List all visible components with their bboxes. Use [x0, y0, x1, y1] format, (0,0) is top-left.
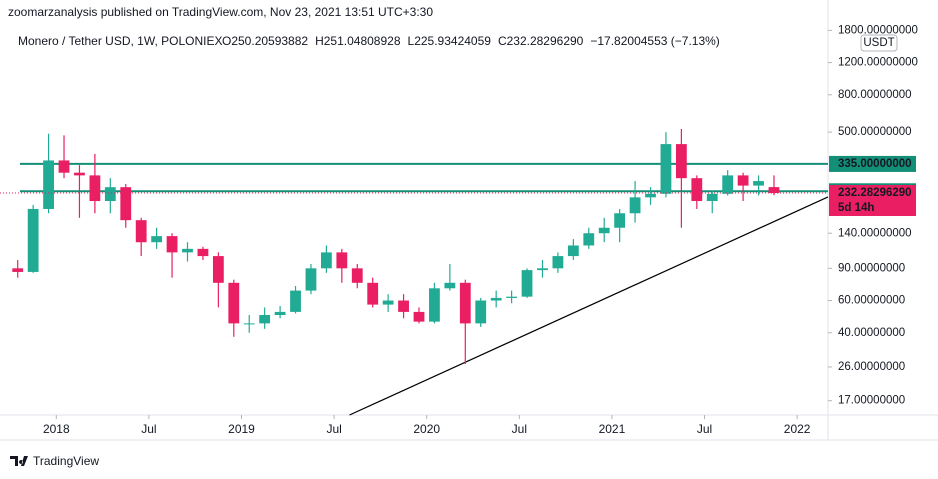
brand: TradingView — [33, 454, 99, 468]
candle-body — [660, 144, 672, 194]
candle-body — [104, 187, 116, 202]
y-tick-label: 1200.00000000 — [838, 57, 918, 69]
candle-body — [228, 282, 240, 324]
candle-body — [398, 300, 409, 312]
x-tick-label: Jul — [512, 422, 527, 436]
candle-body — [429, 288, 440, 322]
candle-body — [197, 248, 209, 257]
y-tick-label: 60.00000000 — [838, 295, 905, 307]
candle-body — [89, 175, 101, 202]
y-tick-label: 90.00000000 — [838, 262, 905, 274]
y-tick-label: 500.00000000 — [838, 126, 912, 138]
candle-body — [382, 300, 394, 305]
candle-body — [212, 256, 224, 283]
ohlc-value: C232.28296290 — [498, 34, 584, 48]
y-tick-label: 40.00000000 — [838, 327, 905, 339]
countdown: 5d 14h — [838, 202, 874, 214]
candle-body — [290, 290, 301, 312]
candle-body — [166, 236, 178, 253]
last-price: 232.28296290 — [838, 187, 912, 199]
y-tick-label: 26.00000000 — [838, 361, 905, 373]
hline-label-bg — [829, 155, 916, 172]
candle-body — [58, 160, 70, 173]
symbol: Monero / Tether USD, 1W, POLONIEX — [18, 34, 223, 48]
y-tick-label: 1800.00000000 — [838, 24, 918, 36]
candle-body — [151, 236, 163, 243]
candle-body — [706, 193, 718, 202]
candle-body — [413, 311, 425, 322]
candle-body — [629, 197, 641, 214]
candle-body — [305, 268, 317, 291]
candle-body — [490, 297, 502, 301]
candle-body — [367, 282, 379, 305]
x-tick-label: 2021 — [599, 422, 626, 436]
ohlc-value: L225.93424059 — [408, 34, 492, 48]
candle-body — [506, 296, 518, 298]
candle-body — [43, 160, 54, 209]
x-tick-label: 2019 — [228, 422, 255, 436]
candle-body — [243, 323, 255, 325]
y-tick-label: 800.00000000 — [838, 89, 912, 101]
candle-body — [27, 208, 39, 272]
candle-body — [274, 311, 286, 316]
candle-body — [351, 268, 363, 283]
publisher: zoomarzanalysis published on TradingView… — [8, 5, 433, 19]
x-tick-label: Jul — [697, 422, 712, 436]
candle-body — [567, 245, 579, 257]
candle-body — [336, 252, 348, 269]
x-tick-label: Jul — [326, 422, 341, 436]
candle-body — [722, 175, 734, 194]
candle-body — [691, 178, 703, 202]
candle-body — [120, 187, 132, 221]
candle-body — [737, 175, 749, 186]
candle-body — [521, 270, 533, 297]
x-tick-label: 2018 — [43, 422, 70, 436]
x-tick-label: 2022 — [784, 422, 811, 436]
candle-body — [320, 252, 332, 269]
last-price-bg — [829, 185, 916, 217]
ohlc-value: O250.20593882 — [222, 34, 308, 48]
tv-logo — [10, 456, 28, 466]
candle-body — [12, 268, 24, 272]
candle-body — [182, 248, 193, 253]
candle-body — [537, 268, 548, 271]
trendline — [349, 196, 829, 416]
y-tick-label: 17.00000000 — [838, 395, 905, 407]
candle-body — [768, 187, 780, 194]
y-tick-label: 140.00000000 — [838, 227, 912, 239]
x-tick-label: 2020 — [413, 422, 440, 436]
candle-body — [74, 172, 85, 176]
candle-body — [645, 193, 656, 198]
candle-body — [552, 256, 564, 269]
candle-body — [475, 300, 487, 324]
candle-body — [444, 282, 456, 289]
currency: USDT — [863, 37, 894, 49]
candle-body — [135, 220, 147, 243]
ohlc-value: H251.04808928 — [315, 34, 401, 48]
currency-box — [860, 34, 898, 52]
candle-body — [583, 233, 595, 246]
candle-body — [753, 181, 764, 186]
candle-body — [598, 227, 610, 234]
ohlc-value: −17.82004553 (−7.13%) — [590, 34, 719, 48]
candle-body — [614, 213, 626, 228]
candle-body — [259, 315, 271, 324]
candle-body — [675, 144, 687, 179]
x-tick-label: Jul — [141, 422, 156, 436]
candle-body — [459, 282, 471, 324]
candles — [12, 129, 780, 364]
hline-label: 335.00000000 — [838, 158, 912, 170]
